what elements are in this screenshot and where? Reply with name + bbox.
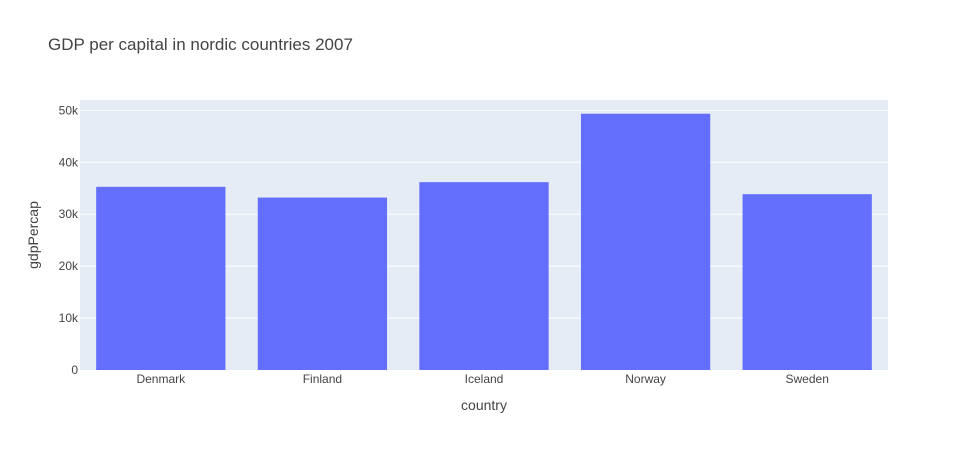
- bar-iceland[interactable]: [419, 182, 549, 370]
- bar-sweden[interactable]: [742, 194, 872, 370]
- bar-norway[interactable]: [580, 113, 711, 370]
- bars: [96, 113, 872, 370]
- y-axis-title: gdpPercap: [25, 201, 41, 269]
- bar-finland[interactable]: [257, 197, 388, 370]
- y-tick-label: 10k: [59, 311, 79, 325]
- y-tick-label: 30k: [59, 207, 79, 221]
- y-tick-label: 0: [71, 363, 78, 377]
- x-tick-label: Iceland: [465, 372, 504, 386]
- x-tick-label: Sweden: [786, 372, 829, 386]
- x-axis-ticks: Denmark Finland Iceland Norway Sweden: [136, 372, 828, 386]
- chart-title: GDP per capital in nordic countries 2007: [48, 35, 353, 54]
- y-axis-ticks: 0 10k 20k 30k 40k 50k: [59, 103, 79, 377]
- y-tick-label: 50k: [59, 103, 79, 117]
- x-tick-label: Denmark: [136, 372, 186, 386]
- bar-denmark[interactable]: [96, 186, 226, 370]
- x-tick-label: Finland: [303, 372, 342, 386]
- y-tick-label: 20k: [59, 259, 79, 273]
- x-axis-title: country: [461, 397, 507, 413]
- y-tick-label: 40k: [59, 155, 79, 169]
- x-tick-label: Norway: [625, 372, 666, 386]
